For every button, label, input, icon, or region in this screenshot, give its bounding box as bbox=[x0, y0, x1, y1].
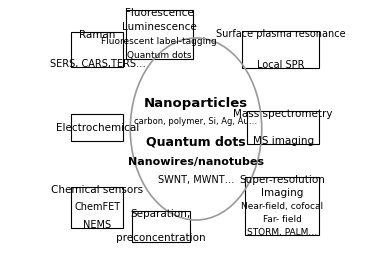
Text: Imaging: Imaging bbox=[261, 188, 303, 198]
Text: Near-field, cofocal: Near-field, cofocal bbox=[241, 201, 323, 211]
Text: Fluorescence: Fluorescence bbox=[125, 7, 194, 18]
FancyBboxPatch shape bbox=[71, 32, 123, 67]
Text: Nanoparticles: Nanoparticles bbox=[144, 97, 248, 110]
Text: preconcentration: preconcentration bbox=[116, 233, 205, 244]
Text: Fluorescent label-tagging: Fluorescent label-tagging bbox=[102, 37, 217, 46]
Text: Raman: Raman bbox=[79, 30, 116, 40]
Text: Mass spectrometry: Mass spectrometry bbox=[234, 109, 333, 119]
FancyBboxPatch shape bbox=[71, 187, 123, 228]
FancyBboxPatch shape bbox=[71, 115, 123, 141]
Text: Local SPR: Local SPR bbox=[257, 60, 305, 70]
Text: Quantum dots: Quantum dots bbox=[146, 135, 246, 148]
Text: SWNT, MWNT…: SWNT, MWNT… bbox=[158, 175, 234, 184]
Text: carbon, polymer, Si, Ag, Au…: carbon, polymer, Si, Ag, Au… bbox=[134, 117, 258, 126]
FancyBboxPatch shape bbox=[132, 211, 190, 241]
Text: Surface plasma resonance: Surface plasma resonance bbox=[216, 29, 345, 39]
Text: SERS, CARS,TERS…: SERS, CARS,TERS… bbox=[49, 59, 145, 69]
Text: Super-resolution: Super-resolution bbox=[239, 175, 325, 185]
Text: STORM, PALM…: STORM, PALM… bbox=[247, 228, 317, 237]
Text: Far- field: Far- field bbox=[263, 215, 301, 224]
Text: ChemFET: ChemFET bbox=[74, 202, 120, 212]
Text: Chemical sensors: Chemical sensors bbox=[51, 185, 143, 195]
Text: MS imaging: MS imaging bbox=[253, 136, 314, 146]
FancyBboxPatch shape bbox=[247, 111, 319, 144]
FancyBboxPatch shape bbox=[242, 31, 319, 68]
FancyBboxPatch shape bbox=[126, 10, 193, 59]
Text: NEMS: NEMS bbox=[83, 220, 111, 230]
Text: Electrochemical: Electrochemical bbox=[56, 123, 139, 133]
Text: Separation,: Separation, bbox=[131, 209, 191, 219]
Text: Nanowires/nanotubes: Nanowires/nanotubes bbox=[128, 157, 264, 167]
FancyBboxPatch shape bbox=[245, 177, 319, 235]
Text: Quantum dots: Quantum dots bbox=[127, 51, 192, 60]
Text: Luminescence: Luminescence bbox=[122, 22, 197, 32]
